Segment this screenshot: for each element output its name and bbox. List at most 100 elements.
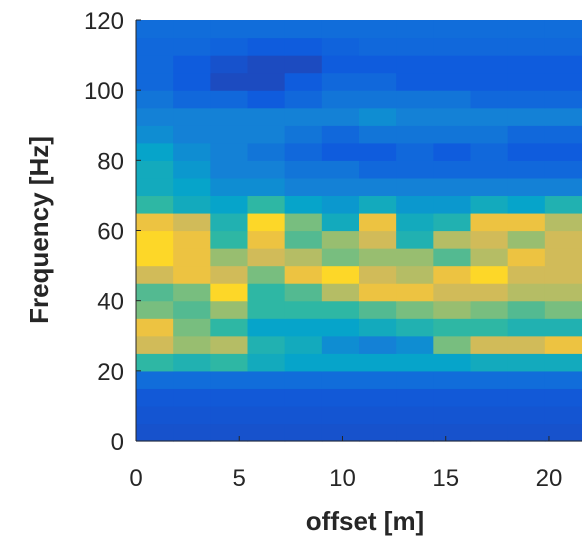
heatmap-cell [470, 107, 509, 126]
heatmap-cell [284, 405, 323, 425]
heatmap-cell [247, 353, 286, 372]
heatmap-cell [507, 195, 546, 214]
heatmap-cell [396, 125, 434, 144]
heatmap-cell [433, 107, 472, 126]
heatmap-cell [507, 300, 546, 319]
y-tick-label: 0 [111, 429, 124, 456]
heatmap-cell [470, 177, 509, 197]
heatmap-cell [433, 353, 472, 372]
heatmap-cell [321, 405, 360, 425]
heatmap-cell [247, 265, 286, 284]
heatmap-cell [210, 283, 249, 302]
heatmap-cell [210, 160, 249, 179]
heatmap-cell [507, 335, 546, 354]
heatmap-cell [321, 230, 360, 249]
heatmap-cell [284, 20, 323, 39]
heatmap-cell [433, 283, 472, 302]
heatmap-cell [433, 160, 472, 179]
heatmap-cell [544, 248, 582, 267]
heatmap-cell [359, 107, 397, 126]
heatmap-cell [284, 265, 323, 284]
heatmap-cell [359, 300, 397, 319]
heatmap-cell [359, 160, 397, 179]
heatmap-cell [470, 125, 509, 144]
heatmap-cell [136, 177, 174, 197]
heatmap-cell [470, 388, 509, 407]
heatmap-cell [136, 318, 174, 337]
heatmap-cell [247, 177, 286, 197]
heatmap-cell [359, 177, 397, 197]
heatmap-cell [470, 195, 509, 214]
heatmap-cell [173, 335, 211, 354]
heatmap-cell [544, 265, 582, 284]
heatmap-cell [544, 300, 582, 319]
heatmap-cell [544, 388, 582, 407]
heatmap-cell [210, 90, 249, 109]
heatmap-cell [247, 388, 286, 407]
heatmap-cell [544, 142, 582, 161]
heatmap-cell [136, 20, 174, 39]
heatmap-cell [396, 90, 434, 109]
heatmap-cell [321, 212, 360, 232]
heatmap-cell [507, 388, 546, 407]
heatmap-cell [470, 318, 509, 337]
heatmap-cell [396, 318, 434, 337]
heatmap-cell [396, 160, 434, 179]
heatmap-cell [247, 195, 286, 214]
heatmap-cell [210, 265, 249, 284]
heatmap-cell [544, 405, 582, 425]
heatmap-cell [507, 55, 546, 74]
heatmap-cell [136, 265, 174, 284]
heatmap-cell [247, 37, 286, 56]
heatmap-cell [321, 370, 360, 389]
heatmap-cell [247, 142, 286, 161]
heatmap-cell [173, 353, 211, 372]
heatmap-cell [507, 107, 546, 126]
heatmap-cell [544, 353, 582, 372]
heatmap-cell [359, 335, 397, 354]
heatmap-cell [470, 37, 509, 56]
heatmap-cell [321, 125, 360, 144]
heatmap-cell [284, 230, 323, 249]
heatmap-cell [173, 20, 211, 39]
heatmap-cell [544, 72, 582, 91]
heatmap-cell [507, 37, 546, 56]
heatmap-cell [433, 195, 472, 214]
y-tick-label: 60 [97, 219, 124, 246]
heatmap-cell [470, 230, 509, 249]
heatmap-cell [396, 248, 434, 267]
heatmap-cell [433, 423, 472, 442]
x-tick-label: 20 [536, 465, 563, 492]
heatmap-cell [470, 300, 509, 319]
heatmap-cell [173, 265, 211, 284]
heatmap-cell [359, 265, 397, 284]
heatmap-cell [210, 405, 249, 425]
heatmap-cell [136, 160, 174, 179]
heatmap-cell [321, 335, 360, 354]
heatmap-cell [173, 195, 211, 214]
heatmap-cell [247, 90, 286, 109]
heatmap-cell [247, 335, 286, 354]
heatmap-cell [136, 388, 174, 407]
heatmap-cell [507, 125, 546, 144]
heatmap-cell [321, 55, 360, 74]
heatmap-cell [544, 55, 582, 74]
heatmap-cell [210, 177, 249, 197]
y-tick-label: 120 [84, 8, 124, 35]
heatmap-cell [396, 353, 434, 372]
heatmap-cell [507, 318, 546, 337]
heatmap-cell [210, 248, 249, 267]
heatmap-cell [136, 125, 174, 144]
heatmap-cell [136, 405, 174, 425]
heatmap-cell [433, 125, 472, 144]
heatmap-cell [433, 142, 472, 161]
heatmap-cell [210, 37, 249, 56]
heatmap-cell [210, 300, 249, 319]
heatmap-cell [284, 90, 323, 109]
heatmap-cell [470, 423, 509, 442]
heatmap-cell [247, 248, 286, 267]
heatmap-cell [247, 212, 286, 232]
heatmap-cell [433, 265, 472, 284]
heatmap-cell [396, 72, 434, 91]
